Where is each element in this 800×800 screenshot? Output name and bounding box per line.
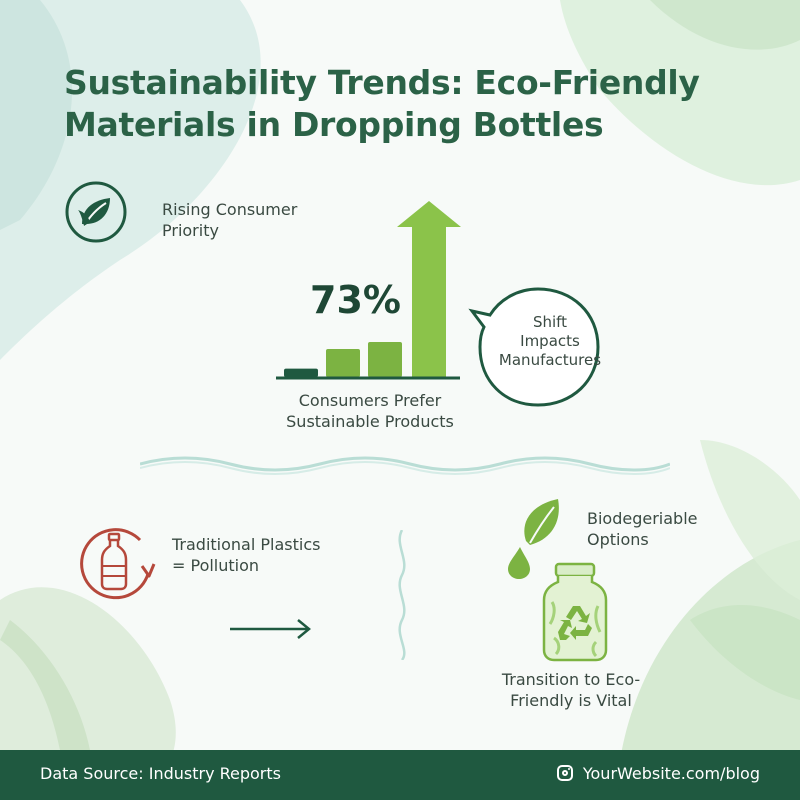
bar-chart-graphic: [276, 201, 461, 380]
speech-text: Shift Impacts Manufactures: [490, 313, 610, 370]
plastics-line1: Traditional Plastics: [172, 535, 321, 554]
leaf-drop-icon: [508, 499, 559, 579]
wavy-divider: [140, 456, 670, 475]
leaf-icon: [65, 181, 127, 243]
footer-bar: Data Source: Industry Reports YourWebsit…: [0, 750, 800, 800]
stat-value: 73%: [310, 278, 401, 322]
speech-line1: Shift: [532, 313, 568, 331]
speech-bubble: [468, 287, 600, 407]
arrow-right-icon: [230, 619, 311, 639]
transition-line2: Friendly is Vital: [510, 691, 632, 710]
transition-text: Transition to Eco- Friendly is Vital: [486, 669, 656, 711]
plastics-line2: = Pollution: [172, 556, 260, 575]
transition-line1: Transition to Eco-: [501, 670, 641, 689]
rising-arrow-bar: [397, 201, 461, 377]
speech-line3: Manufactures: [498, 351, 602, 369]
rising-priority-line1: Rising Consumer: [162, 200, 298, 219]
bottle-recycle-icon: [80, 528, 156, 600]
stat-caption: Consumers Prefer Sustainable Products: [270, 390, 470, 432]
page-title: Sustainability Trends: Eco-Friendly Mate…: [64, 63, 700, 144]
website-text: YourWebsite.com/blog: [582, 764, 760, 783]
bar-3: [368, 342, 402, 377]
bar-1: [284, 368, 318, 377]
speech-line2: Impacts: [520, 332, 580, 350]
vertical-squiggle: [398, 530, 406, 660]
data-source-text: Data Source: Industry Reports: [40, 764, 281, 783]
biodegradable-text: Biodegeriable Options: [587, 508, 697, 550]
instagram-icon: [556, 765, 573, 781]
stat-caption-line1: Consumers Prefer: [298, 391, 442, 410]
rising-priority-line2: Priority: [162, 221, 219, 240]
recycle-jar-icon: [542, 562, 608, 662]
website-link[interactable]: YourWebsite.com/blog: [556, 764, 760, 783]
biodegradable-line1: Biodegeriable: [587, 509, 698, 528]
plastics-text: Traditional Plastics = Pollution: [172, 534, 320, 576]
biodegradable-line2: Options: [587, 530, 649, 549]
stat-caption-line2: Sustainable Products: [286, 412, 454, 431]
rising-priority-text: Rising Consumer Priority: [162, 199, 297, 241]
bar-2: [326, 349, 360, 377]
